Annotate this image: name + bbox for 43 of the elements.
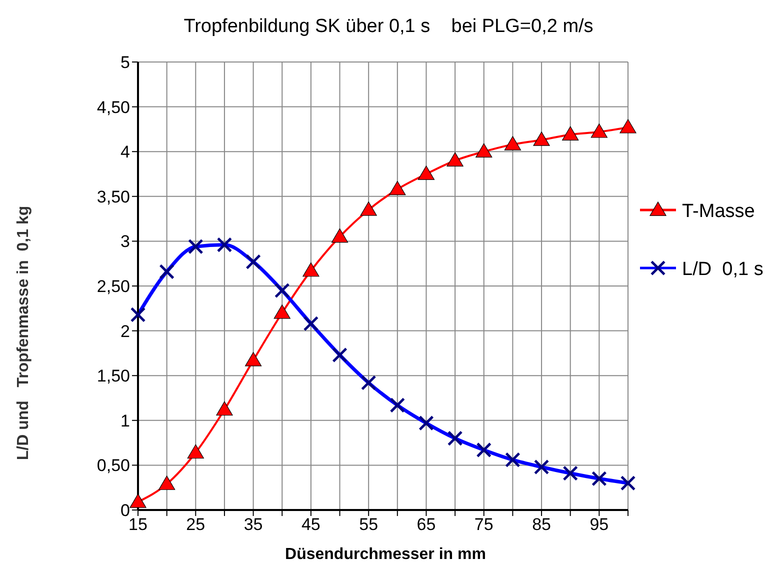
- y-tick-label: 2,50: [96, 277, 130, 296]
- x-tick-label: 85: [532, 515, 551, 534]
- x-tick-label: 95: [590, 515, 609, 534]
- point: [476, 143, 492, 158]
- point: [504, 136, 522, 150]
- point: [244, 352, 262, 366]
- x-tick-label: 35: [244, 515, 263, 534]
- point: [389, 180, 406, 196]
- point: [216, 401, 233, 416]
- point: [274, 304, 290, 319]
- point: [590, 124, 608, 138]
- x-axis-title: Düsendurchmesser in mm: [284, 546, 487, 564]
- y-tick-label: 5: [120, 53, 130, 72]
- x-tick-label: 65: [416, 515, 436, 534]
- legend-label: L/D 0,1 s: [682, 259, 764, 280]
- y-tick-label: 4: [120, 142, 130, 162]
- x-tick-label: 25: [186, 515, 206, 534]
- point: [302, 262, 320, 277]
- x-tick-label: 45: [301, 515, 320, 534]
- y-tick-label: 1,50: [96, 366, 130, 386]
- y-tick-label: 1: [120, 411, 130, 430]
- point: [331, 228, 348, 243]
- point: [562, 126, 579, 140]
- point: [130, 494, 146, 508]
- chart-title: Tropfenbildung SK über 0,1 s bei PLG=0,2 m/s: [182, 16, 594, 38]
- y-tick-label: 4,50: [96, 98, 130, 117]
- point: [418, 166, 435, 180]
- y-tick-label: 2: [120, 322, 130, 341]
- x-tick-label: 15: [128, 515, 148, 534]
- y-tick-label: 0,50: [96, 456, 130, 476]
- y-tick-label: 3,50: [96, 187, 130, 206]
- y-axis-title: L/D und Tropfenmasse in 0,1 kg: [15, 206, 33, 460]
- point: [620, 119, 636, 134]
- point: [187, 444, 204, 459]
- y-tick-label: 0: [120, 501, 130, 520]
- x-tick-label: 75: [474, 515, 494, 534]
- legend-label: T-Masse: [682, 201, 755, 222]
- x-tick-label: 55: [359, 515, 378, 534]
- point: [533, 132, 550, 146]
- point: [158, 476, 176, 490]
- point: [446, 152, 464, 166]
- point: [360, 202, 377, 216]
- y-tick-label: 3: [120, 232, 130, 252]
